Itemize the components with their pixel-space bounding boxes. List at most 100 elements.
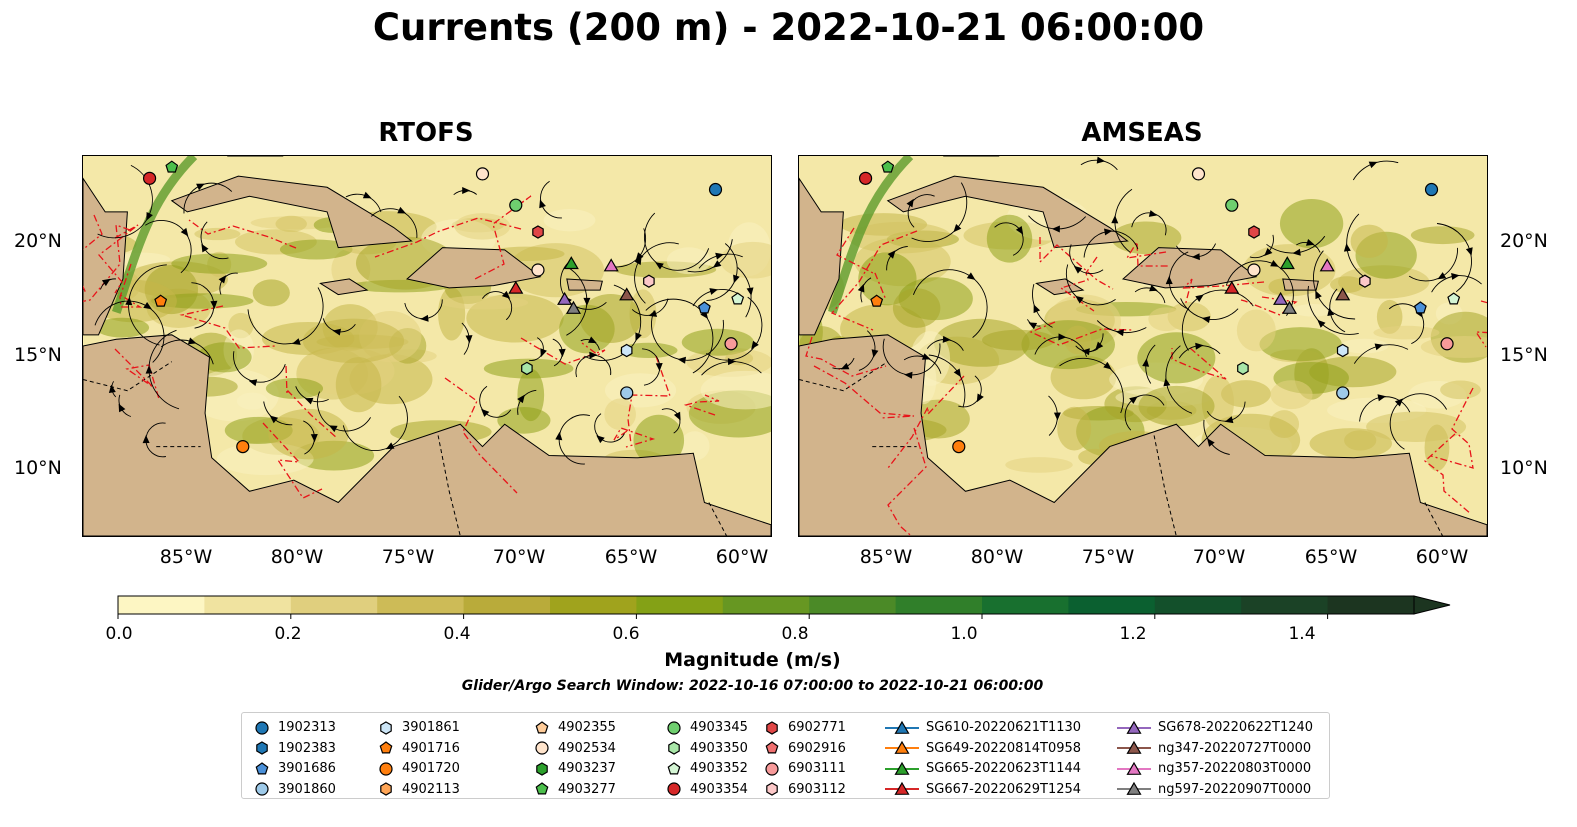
- streamline-arrow: [201, 243, 209, 253]
- magnitude-patch: [543, 209, 596, 232]
- platform-marker: [708, 182, 723, 197]
- search-window-label: Glider/Argo Search Window: 2022-10-16 07…: [461, 678, 1044, 694]
- streamline-arrow: [857, 283, 865, 293]
- streamline-arrow: [746, 287, 754, 296]
- magnitude-patch: [1148, 307, 1185, 332]
- eez-boundary: [830, 230, 918, 331]
- magnitude-patch: [681, 328, 754, 356]
- pentagon-marker-icon: [535, 782, 549, 795]
- colorbar-segment: [1154, 596, 1242, 614]
- platform-marker: [1447, 292, 1461, 305]
- country-border: [83, 361, 173, 392]
- legend-item: 4903345: [664, 718, 748, 737]
- magnitude-patch: [268, 408, 349, 460]
- eez-boundary: [114, 348, 160, 400]
- magnitude-patch: [497, 407, 551, 434]
- triangle-marker-icon: [885, 761, 919, 775]
- circle-marker-icon: [667, 720, 681, 735]
- streamline-arrow: [583, 297, 591, 306]
- lon-label: 60°W: [1415, 546, 1469, 568]
- platform-marker: [643, 274, 655, 288]
- hispaniola-land: [405, 247, 542, 289]
- eez-boundary: [520, 337, 606, 365]
- legend-marker: [1126, 781, 1142, 795]
- eez-boundary: [285, 365, 338, 439]
- streamline-arrow: [1437, 272, 1447, 280]
- streamline-arrow: [555, 431, 563, 441]
- magnitude-patch: [1440, 380, 1481, 400]
- figure-title: Currents (200 m) - 2022-10-21 06:00:00: [372, 6, 1205, 49]
- platform-marker: [1413, 301, 1427, 314]
- lon-label: 85°W: [859, 546, 913, 568]
- eez-boundary: [444, 377, 518, 494]
- legend-label: ng347-20220727T0000: [1158, 740, 1312, 756]
- lon-label: 80°W: [270, 546, 324, 568]
- legend-marker: [536, 761, 548, 776]
- magnitude-patch: [265, 378, 324, 399]
- lon-label: 65°W: [1304, 546, 1358, 568]
- streamline-arrow: [362, 191, 372, 199]
- hexagon-marker-icon: [668, 741, 680, 755]
- legend-marker: [667, 720, 681, 735]
- lon-label: 70°W: [492, 546, 546, 568]
- streamline-arrow: [108, 384, 116, 393]
- legend-item: ng347-20220727T0000: [1116, 739, 1311, 758]
- platform-marker: [1248, 225, 1260, 239]
- legend-label: 3901861: [402, 720, 460, 735]
- streamline-arrow: [1104, 228, 1113, 236]
- streamline-arrow: [596, 435, 605, 444]
- streamline-arrow: [397, 206, 407, 214]
- legend-label: 4903277: [558, 781, 616, 797]
- magnitude-patch: [892, 288, 941, 328]
- streamline-arrow: [715, 252, 724, 260]
- magnitude-patch: [440, 295, 529, 310]
- magnitude-patch: [1111, 221, 1182, 255]
- eez-boundary: [683, 394, 720, 416]
- streamline-arrow: [1270, 260, 1279, 267]
- streamline-arrow: [1015, 226, 1024, 235]
- colorbar-segment: [204, 596, 292, 614]
- platform-marker: [142, 171, 157, 185]
- platform-marker: [1336, 386, 1350, 400]
- legend-marker: [766, 720, 778, 735]
- colorbar-label: Magnitude (m/s): [664, 649, 841, 671]
- pentagon-marker-icon: [535, 720, 549, 733]
- streamline-arrow: [1096, 156, 1106, 164]
- colorbar-segment: [550, 596, 637, 614]
- south-america-land: [799, 334, 1487, 536]
- magnitude-patch: [604, 398, 636, 431]
- legend-item: SG649-20220814T0958: [884, 739, 1081, 758]
- amseas-map: [798, 155, 1488, 537]
- legend-item: 3901860: [252, 780, 336, 799]
- platform-marker: [236, 439, 250, 454]
- legend-marker: [380, 782, 392, 796]
- streamline-arrow: [1058, 333, 1067, 341]
- streamline-arrow: [125, 296, 133, 306]
- triangle-marker-icon: [1117, 720, 1151, 734]
- pentagon-marker-icon: [379, 741, 393, 754]
- legend-label: 3901860: [278, 781, 336, 797]
- legend-item: 4903354: [664, 780, 748, 799]
- streamline-arrow: [142, 435, 150, 444]
- legend-item: 4901716: [376, 739, 460, 758]
- streamline-arrow: [310, 434, 318, 443]
- hexagon-marker-icon: [536, 761, 548, 776]
- streamline-arrow: [906, 198, 914, 208]
- legend-label: ng597-20220907T0000: [1158, 781, 1312, 797]
- streamline-arrow: [1129, 396, 1138, 404]
- streamline-arrow: [118, 403, 126, 413]
- lon-label: 80°W: [970, 546, 1024, 568]
- magnitude-patch: [579, 294, 642, 344]
- streamline-arrow: [921, 353, 931, 360]
- streamline-arrow: [248, 379, 258, 387]
- magnitude-patch: [1420, 335, 1487, 358]
- eez-boundary: [887, 427, 927, 536]
- platform-marker: [1319, 258, 1335, 272]
- streamline-arrow: [673, 411, 681, 421]
- magnitude-patch: [1330, 276, 1365, 293]
- platform-marker: [531, 263, 545, 277]
- eez-boundary: [83, 224, 131, 302]
- triangle-marker-icon: [1117, 761, 1151, 775]
- platform-marker: [521, 361, 533, 376]
- streamline-arrow: [269, 415, 279, 424]
